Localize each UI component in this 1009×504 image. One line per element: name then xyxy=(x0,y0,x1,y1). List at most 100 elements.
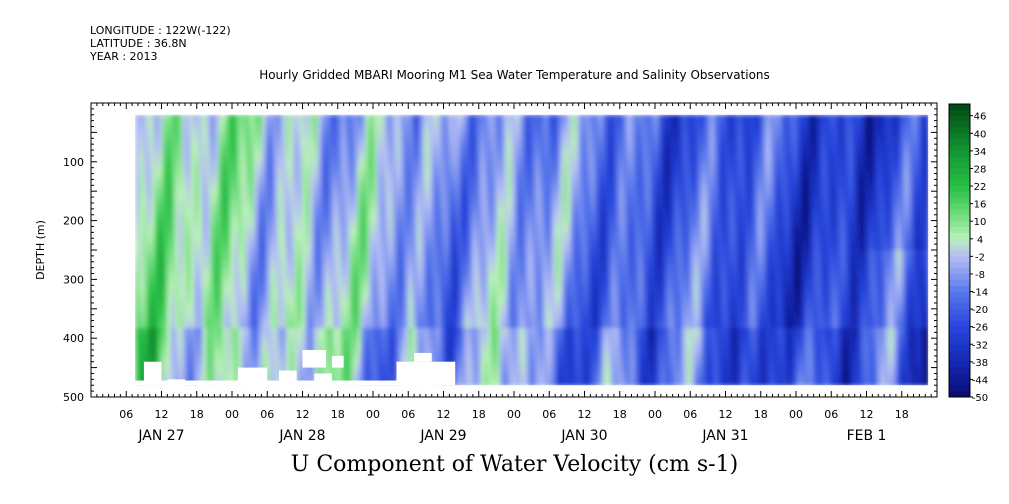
x-tick-label: 00 xyxy=(648,408,662,421)
colorbar-band xyxy=(949,133,970,140)
colorbar-band xyxy=(949,385,970,392)
x-tick-label: 12 xyxy=(860,408,874,421)
x-tick-label: 06 xyxy=(542,408,556,421)
colorbar-band xyxy=(949,104,970,111)
colorbar-label: -8 xyxy=(975,270,985,281)
colorbar-band xyxy=(949,367,970,374)
colorbar-band xyxy=(949,139,970,146)
colorbar-band xyxy=(949,297,970,304)
x-tick-label: 00 xyxy=(789,408,803,421)
x-day-label: JAN 28 xyxy=(278,428,325,444)
year-label: YEAR : 2013 xyxy=(90,50,158,63)
x-axis-label: U Component of Water Velocity (cm s-1) xyxy=(290,452,739,477)
colorbar-band xyxy=(949,115,970,122)
colorbar-label: 22 xyxy=(974,182,987,193)
colorbar-band xyxy=(949,197,970,204)
colorbar-band xyxy=(949,314,970,322)
colorbar-label: -50 xyxy=(972,393,988,404)
colorbar-label: 16 xyxy=(974,200,987,211)
colorbar-band xyxy=(949,326,970,333)
x-tick-label: 12 xyxy=(296,408,310,421)
x-tick-label: 18 xyxy=(895,408,909,421)
colorbar-label: -32 xyxy=(972,340,988,351)
x-tick-label: 06 xyxy=(119,408,133,421)
colorbar-band xyxy=(949,127,970,134)
colorbar-label: 28 xyxy=(974,164,987,175)
colorbar-band xyxy=(949,180,970,187)
colorbar-band xyxy=(949,209,970,216)
x-tick-label: 18 xyxy=(331,408,345,421)
x-tick-label: 18 xyxy=(613,408,627,421)
y-tick-label: 200 xyxy=(63,215,84,228)
colorbar: 46 40 34 28 22 16 10 4 -2 -8 -14 -20 -26 -32 -38 -44 -50 xyxy=(948,103,988,404)
colorbar-band xyxy=(949,285,970,292)
x-tick-label: 00 xyxy=(225,408,239,421)
x-tick-label: 12 xyxy=(578,408,592,421)
colorbar-band xyxy=(949,350,970,357)
x-tick-label: 00 xyxy=(507,408,521,421)
colorbar-band xyxy=(949,244,970,251)
latitude-label: LATITUDE : 36.8N xyxy=(90,37,187,50)
colorbar-band xyxy=(949,227,970,234)
colorbar-label: -26 xyxy=(972,323,988,334)
x-day-label: JAN 31 xyxy=(701,428,748,444)
colorbar-band xyxy=(949,109,970,117)
colorbar-band xyxy=(949,232,970,240)
x-day-label: JAN 27 xyxy=(137,428,184,444)
colorbar-band xyxy=(949,191,970,199)
longitude-label: LONGITUDE : 122W(-122) xyxy=(90,24,231,37)
x-day-label: JAN 30 xyxy=(560,428,607,444)
metadata-block: LONGITUDE : 122W(-122) LATITUDE : 36.8N … xyxy=(90,24,231,63)
x-day-label: JAN 29 xyxy=(419,428,466,444)
colorbar-band xyxy=(949,344,970,351)
colorbar-band xyxy=(949,273,970,281)
x-tick-label: 12 xyxy=(155,408,169,421)
y-tick-label: 500 xyxy=(63,391,84,404)
x-tick-label: 06 xyxy=(401,408,415,421)
colorbar-label: -14 xyxy=(972,288,988,299)
colorbar-band xyxy=(949,309,970,316)
colorbar-band xyxy=(949,320,970,327)
colorbar-band xyxy=(949,174,970,181)
x-tick-label: 12 xyxy=(719,408,733,421)
colorbar-band xyxy=(949,256,970,263)
colorbar-band xyxy=(949,186,970,193)
colorbar-band xyxy=(949,361,970,368)
colorbar-label: -44 xyxy=(972,375,988,386)
colorbar-band xyxy=(949,291,970,298)
x-tick-label: 00 xyxy=(366,408,380,421)
colorbar-band xyxy=(949,355,970,363)
colorbar-label: -2 xyxy=(975,252,985,263)
x-tick-label: 18 xyxy=(472,408,486,421)
colorbar-label: 34 xyxy=(974,147,987,158)
axes: 06 12 18 00 06 12 18 00 06 12 18 00 06 12 18 00 06 12 18 00… xyxy=(63,102,938,444)
y-tick-label: 400 xyxy=(63,332,84,345)
colorbar-band xyxy=(949,121,970,128)
colorbar-band xyxy=(949,168,970,175)
colorbar-band xyxy=(949,215,970,222)
x-tick-label: 06 xyxy=(260,408,274,421)
colorbar-band xyxy=(949,145,970,152)
y-axis-label: DEPTH (m) xyxy=(34,220,47,280)
colorbar-label: 10 xyxy=(974,217,987,228)
colorbar-band xyxy=(949,162,970,169)
colorbar-band xyxy=(949,303,970,310)
colorbar-band xyxy=(949,238,970,245)
colorbar-band xyxy=(949,332,970,339)
colorbar-band xyxy=(949,391,970,398)
colorbar-label: 46 xyxy=(974,112,987,123)
colorbar-label: -38 xyxy=(972,358,988,369)
colorbar-band xyxy=(949,268,970,275)
y-tick-label: 100 xyxy=(63,156,84,169)
x-tick-label: 12 xyxy=(437,408,451,421)
colorbar-band xyxy=(949,262,970,269)
colorbar-band xyxy=(949,379,970,386)
colorbar-band xyxy=(949,373,970,380)
colorbar-band xyxy=(949,156,970,163)
heatmap-field xyxy=(135,114,929,387)
colorbar-band xyxy=(949,150,970,158)
x-tick-label: 06 xyxy=(683,408,697,421)
colorbar-label: 40 xyxy=(974,129,987,140)
colorbar-band xyxy=(949,250,970,257)
